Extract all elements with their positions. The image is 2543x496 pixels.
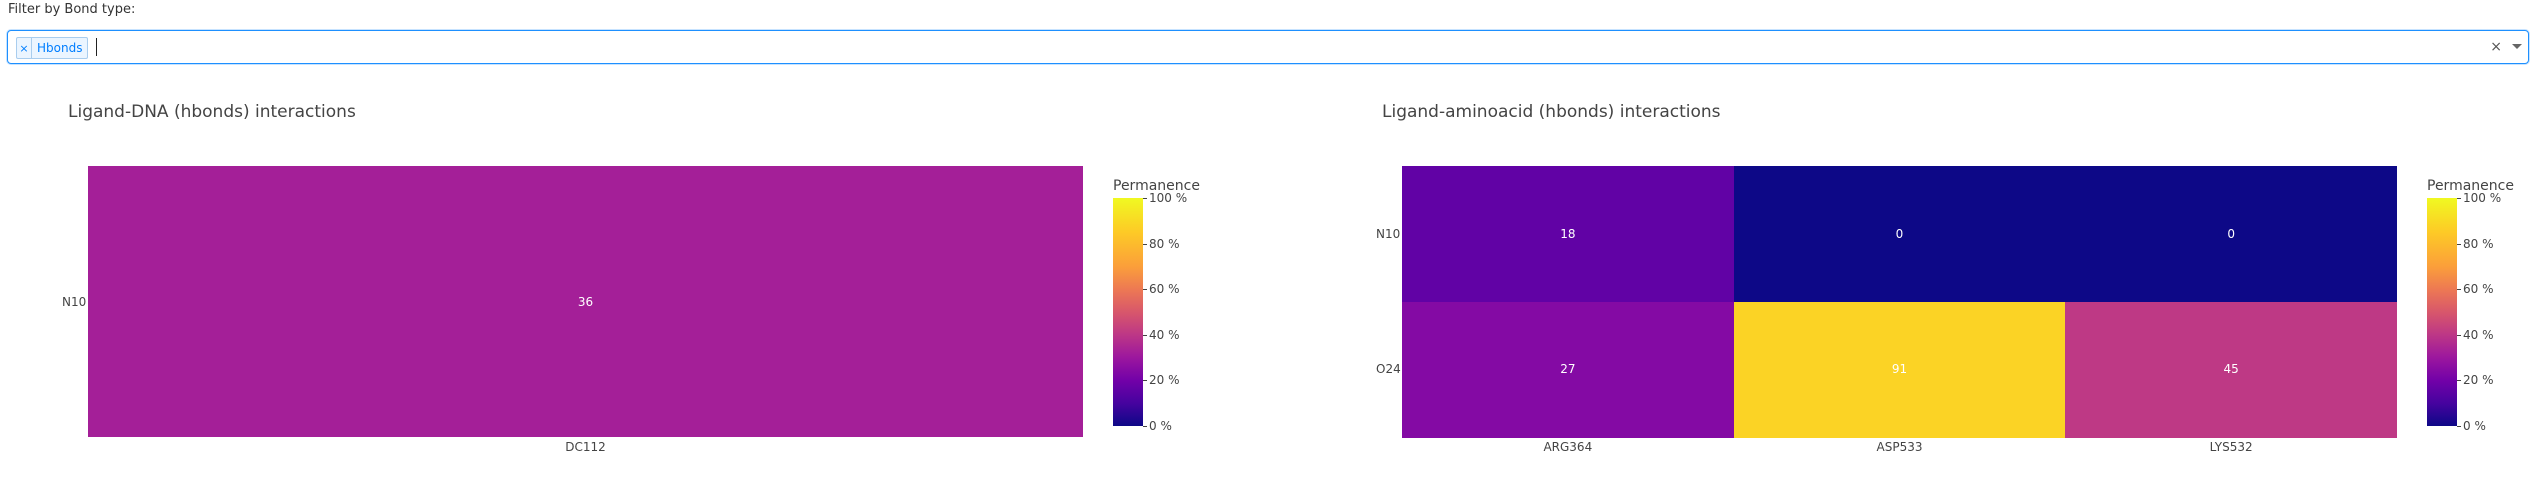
text-caret[interactable] — [96, 38, 97, 56]
cell-value-label: 0 — [1895, 226, 1904, 241]
tag-label: Hbonds — [37, 41, 83, 55]
colorbar-title: Permanence — [2427, 178, 2514, 194]
colorbar-tick-mark — [2457, 243, 2461, 245]
heatmap-cell[interactable] — [1402, 301, 1734, 438]
chart-title: Ligand-DNA (hbonds) interactions — [68, 102, 356, 122]
colorbar-tick-mark — [1143, 426, 1147, 427]
y-tick-label: O24 — [1376, 362, 1401, 377]
heatmap-cell[interactable] — [88, 166, 1083, 437]
cell-value-label: 0 — [2227, 226, 2235, 241]
filter-label: Filter by Bond type: — [8, 2, 136, 17]
cell-value-label: 36 — [577, 294, 594, 309]
colorbar-tick-mark — [1143, 198, 1147, 199]
clear-icon[interactable]: × — [2490, 39, 2502, 55]
colorbar-tick-mark — [2457, 426, 2461, 427]
x-tick-label: ASP533 — [1876, 440, 1923, 454]
colorbar-tick-mark — [2457, 198, 2461, 199]
dropdown-arrow-icon[interactable] — [2512, 44, 2522, 49]
colorbar-tick-label: 100 % — [1149, 191, 1188, 205]
colorbar — [2427, 198, 2457, 426]
cell-value-label: 45 — [2223, 362, 2239, 377]
colorbar-tick-label: 80 % — [2463, 236, 2494, 251]
colorbar — [1113, 198, 1143, 426]
colorbar-tick-label: 40 % — [2463, 327, 2494, 342]
tag-remove-icon[interactable]: × — [17, 38, 32, 58]
x-tick-label: LYS532 — [2209, 440, 2253, 454]
colorbar-tick-mark — [2457, 334, 2461, 336]
colorbar-tick-label: 100 % — [2463, 191, 2502, 205]
colorbar-tick-label: 80 % — [1149, 236, 1180, 251]
x-tick-label: ARG364 — [1543, 440, 1593, 454]
selected-tag-hbonds[interactable]: × Hbonds — [16, 37, 89, 59]
colorbar-tick-mark — [2457, 380, 2461, 382]
heatmap-cell[interactable] — [2065, 301, 2398, 438]
colorbar-tick-label: 60 % — [2463, 282, 2494, 297]
cell-value-label: 18 — [1560, 226, 1576, 241]
x-tick-label: DC112 — [565, 440, 606, 454]
colorbar-tick-mark — [1143, 334, 1147, 336]
y-tick-label: N10 — [62, 294, 87, 309]
colorbar-tick-label: 0 % — [2463, 419, 2486, 433]
colorbar-tick-label: 0 % — [1149, 419, 1172, 433]
colorbar-title: Permanence — [1113, 178, 1200, 194]
heatmap-cell[interactable] — [1733, 166, 2066, 302]
colorbar-tick-label: 40 % — [1149, 327, 1180, 342]
y-tick-label: N10 — [1376, 226, 1401, 241]
colorbar-tick-label: 60 % — [1149, 282, 1180, 297]
colorbar-tick-mark — [1143, 380, 1147, 382]
chart-title: Ligand-aminoacid (hbonds) interactions — [1382, 102, 1721, 122]
cell-value-label: 27 — [1560, 362, 1576, 377]
colorbar-tick-label: 20 % — [1149, 373, 1180, 388]
heatmap-cell[interactable] — [1733, 301, 2066, 438]
heatmap-cell[interactable] — [1402, 166, 1734, 302]
cell-value-label: 91 — [1891, 362, 1908, 377]
colorbar-tick-mark — [1143, 289, 1147, 291]
colorbar-tick-mark — [1143, 243, 1147, 245]
bond-type-select[interactable]: × Hbonds × — [7, 30, 2529, 64]
colorbar-tick-label: 20 % — [2463, 373, 2494, 388]
heatmap-cell[interactable] — [2065, 166, 2398, 302]
colorbar-tick-mark — [2457, 289, 2461, 291]
